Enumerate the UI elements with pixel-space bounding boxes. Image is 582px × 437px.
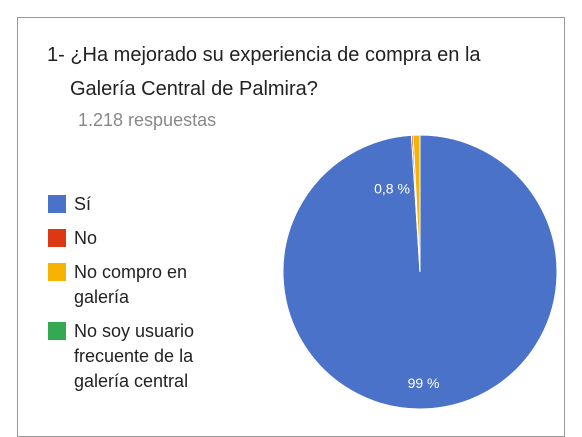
chart-title: 1- ¿Ha mejorado su experiencia de compra… (47, 44, 481, 100)
legend-item: No compro en galería (48, 260, 248, 310)
legend-swatch (48, 195, 66, 213)
legend-item: Sí (48, 192, 248, 217)
chart-subtitle: 1.218 respuestas (78, 110, 217, 130)
pie-slice (412, 134, 421, 273)
legend-swatch (48, 263, 66, 281)
chart: 99 % 0,8 % (282, 134, 558, 410)
legend-item: No soy usuario frecuente de la galería c… (48, 319, 248, 394)
legend: Sí No No compro en galería No soy usuario f… (48, 192, 248, 403)
legend-item: No (48, 226, 248, 251)
legend-label: No (74, 228, 98, 248)
data-label: 0,8 % (374, 181, 410, 197)
legend-swatch (48, 322, 66, 340)
data-label: 99 % (408, 375, 440, 391)
legend-label: No soy usuario frecuente de la galería c… (74, 321, 195, 391)
page: 1- ¿Ha mejorado su experiencia de compra… (17, 17, 565, 437)
legend-swatch (48, 229, 66, 247)
legend-label: No compro en galería (74, 262, 188, 307)
legend-label: Sí (74, 194, 92, 214)
